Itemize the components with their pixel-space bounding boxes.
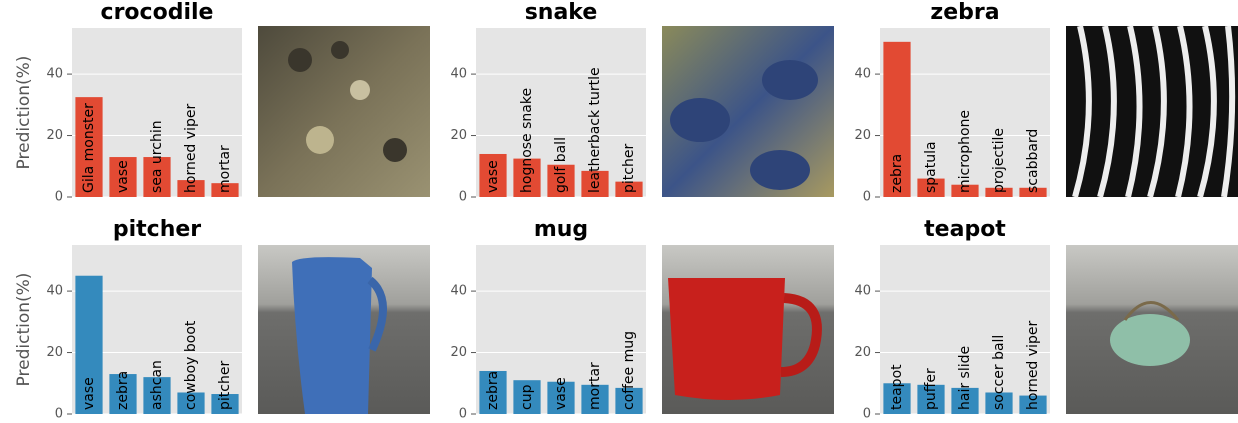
bar — [917, 384, 945, 414]
bar-label: scabbard — [1025, 129, 1041, 193]
bar-label: pitcher — [217, 361, 233, 410]
chart-title: crocodile — [101, 0, 214, 25]
photo-zebra — [1066, 25, 1238, 198]
y-tick-label: 20 — [450, 345, 467, 360]
y-tick-label: 0 — [863, 190, 871, 205]
bar — [883, 383, 911, 414]
bar-label: leatherback turtle — [587, 67, 603, 193]
bar-label: coffee mug — [621, 331, 637, 410]
bar — [211, 183, 239, 197]
y-axis-label: Prediction(%) — [14, 56, 34, 170]
bar — [513, 380, 541, 414]
y-tick-label: 20 — [46, 128, 63, 143]
chart-title: mug — [534, 217, 588, 242]
bar — [917, 178, 945, 197]
bar — [951, 387, 979, 414]
y-tick-label: 0 — [55, 407, 63, 422]
photo-snake — [662, 26, 834, 197]
photo-crocodile — [258, 26, 430, 197]
bar — [547, 381, 575, 414]
bar-label: projectile — [991, 128, 1007, 193]
y-tick-label: 40 — [46, 67, 63, 82]
bar — [143, 377, 171, 414]
y-tick-label: 0 — [459, 190, 467, 205]
bar-label: vase — [81, 377, 97, 410]
y-axis-label: Prediction(%) — [14, 273, 34, 387]
chart-title: pitcher — [113, 217, 201, 242]
bar — [143, 157, 171, 197]
bar-label: ashcan — [149, 360, 165, 410]
bar-label: cup — [519, 384, 535, 410]
bar — [109, 157, 137, 197]
bar — [109, 374, 137, 414]
chart-title: teapot — [924, 217, 1006, 242]
bar-label: hair slide — [957, 346, 973, 410]
bar-label: horned viper — [183, 104, 199, 193]
y-tick-label: 40 — [46, 284, 63, 299]
bar-label: cowboy boot — [183, 320, 199, 410]
bar — [615, 181, 643, 197]
bar — [1019, 395, 1047, 414]
bar — [883, 41, 911, 198]
bar-label: zebra — [115, 371, 131, 410]
bar-label: pitcher — [621, 144, 637, 193]
bar — [75, 275, 103, 414]
bar-label: horned viper — [1025, 321, 1041, 410]
bar — [581, 170, 609, 197]
y-tick-label: 0 — [55, 190, 63, 205]
bar — [985, 187, 1013, 197]
y-tick-label: 20 — [854, 345, 871, 360]
bar — [177, 180, 205, 197]
bar-label: mortar — [587, 362, 603, 410]
bar — [985, 392, 1013, 414]
y-tick-label: 40 — [854, 67, 871, 82]
bar-label: sea urchin — [149, 120, 165, 193]
bar — [479, 153, 507, 197]
bar — [177, 392, 205, 414]
photo-pitcher — [258, 245, 430, 414]
bar-label: vase — [553, 377, 569, 410]
y-tick-label: 40 — [450, 67, 467, 82]
bar-label: microphone — [957, 110, 973, 193]
bar-label: puffer — [923, 368, 939, 410]
bar — [581, 384, 609, 414]
bar-label: spatula — [923, 141, 939, 193]
bar-label: teapot — [889, 364, 905, 410]
bar — [479, 370, 507, 414]
bar — [211, 394, 239, 414]
bar — [547, 164, 575, 197]
y-tick-label: 20 — [854, 128, 871, 143]
bar-label: zebra — [889, 154, 905, 193]
chart-title: snake — [525, 0, 598, 25]
photo-mug — [662, 245, 834, 414]
bar — [1019, 187, 1047, 197]
bar-label: vase — [485, 160, 501, 193]
y-tick-label: 20 — [46, 345, 63, 360]
bar-label: Gila monster — [81, 103, 97, 193]
bar-label: zebra — [485, 371, 501, 410]
y-tick-label: 40 — [854, 284, 871, 299]
photo-teapot — [1066, 245, 1238, 414]
bar-label: mortar — [217, 145, 233, 193]
y-tick-label: 40 — [450, 284, 467, 299]
bar-label: golf ball — [553, 137, 569, 193]
bar — [75, 97, 103, 197]
chart-title: zebra — [930, 0, 999, 25]
bar — [615, 387, 643, 414]
y-tick-label: 0 — [863, 407, 871, 422]
y-tick-label: 0 — [459, 407, 467, 422]
bar-label: soccer ball — [991, 335, 1007, 410]
bar-label: hognose snake — [519, 88, 535, 193]
bar — [513, 158, 541, 197]
bar — [951, 184, 979, 197]
bar-label: vase — [115, 160, 131, 193]
y-tick-label: 20 — [450, 128, 467, 143]
